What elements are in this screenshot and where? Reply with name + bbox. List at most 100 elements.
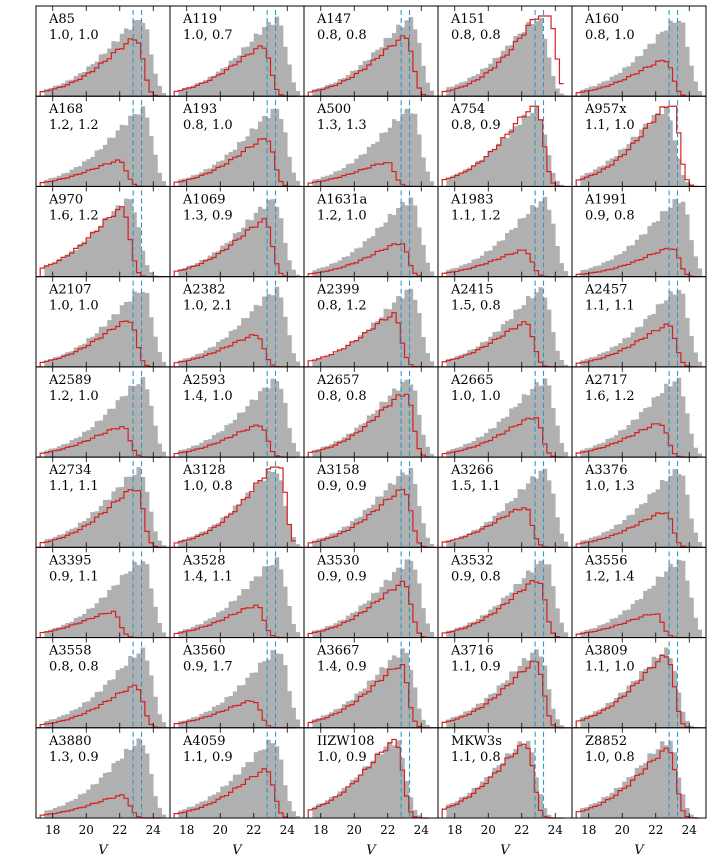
- histogram-bar: [291, 442, 296, 458]
- histogram-bar: [609, 158, 615, 187]
- histogram-bar: [530, 112, 535, 187]
- histogram-bar: [354, 611, 359, 638]
- histogram-bar: [668, 207, 673, 277]
- histogram-bar: [643, 762, 648, 818]
- panel-values: 0.9, 1.1: [49, 569, 99, 584]
- histogram-bar: [563, 364, 569, 367]
- histogram-bar: [408, 670, 414, 728]
- histogram-bar: [659, 576, 665, 638]
- histogram-bar: [274, 557, 280, 638]
- histogram-bar: [534, 777, 539, 818]
- histogram-bar: [190, 717, 196, 728]
- histogram-bar: [161, 632, 167, 638]
- x-tick-label: 20: [347, 823, 362, 837]
- histogram-bar: [52, 262, 58, 277]
- histogram-bar: [517, 308, 523, 367]
- histogram-bar: [199, 82, 204, 97]
- histogram-bar: [505, 320, 510, 367]
- histogram-bar: [513, 497, 518, 548]
- histogram-bar: [492, 606, 497, 638]
- histogram-bar: [475, 529, 481, 548]
- histogram-bar: [417, 227, 422, 277]
- histogram-bar: [266, 199, 271, 277]
- histogram-bar: [65, 254, 70, 277]
- histogram-bar: [128, 301, 133, 367]
- histogram-bar: [274, 473, 280, 548]
- histogram-bar: [396, 296, 401, 367]
- histogram-bar: [65, 172, 70, 187]
- histogram-bar: [140, 647, 146, 728]
- histogram-bar: [479, 68, 485, 97]
- histogram-bar: [295, 719, 301, 728]
- histogram-bar: [287, 691, 292, 728]
- panel-values: 1.3, 0.9: [183, 208, 233, 223]
- histogram-bar: [253, 212, 259, 277]
- histogram-bar: [525, 570, 531, 638]
- panel-values: 1.0, 1.0: [49, 28, 99, 43]
- histogram-bar: [157, 540, 162, 548]
- histogram-bar: [689, 433, 694, 458]
- histogram-bar: [186, 719, 192, 728]
- histogram-bar: [396, 390, 401, 458]
- histogram-bar: [400, 472, 405, 548]
- histogram-bar: [500, 138, 506, 187]
- histogram-bar: [655, 489, 661, 548]
- histogram-bar: [115, 41, 121, 97]
- histogram-bar: [144, 660, 150, 728]
- histogram-bar: [199, 259, 204, 277]
- histogram-bar: [513, 227, 518, 277]
- panel-name: A3667: [316, 644, 359, 659]
- histogram-bar: [613, 74, 619, 97]
- histogram-bar: [597, 443, 602, 458]
- panel-name: A970: [48, 192, 83, 207]
- histogram-bar: [358, 65, 363, 97]
- histogram-bar: [634, 680, 640, 728]
- histogram-bar: [396, 24, 401, 97]
- histogram-bar: [94, 603, 100, 638]
- histogram-bar: [216, 341, 221, 367]
- step-histogram-line: [307, 488, 430, 548]
- histogram-bar: [592, 627, 598, 638]
- panel-name: A193: [182, 102, 217, 117]
- histogram-bar: [324, 536, 330, 548]
- histogram-bar: [396, 475, 401, 548]
- histogram-bar: [651, 585, 657, 638]
- histogram-bar: [647, 315, 652, 367]
- panel-values: 0.8, 1.0: [183, 118, 233, 133]
- histogram-bar: [195, 803, 200, 818]
- histogram-bar: [216, 704, 221, 728]
- histogram-bar: [525, 115, 531, 187]
- histogram-bar: [132, 475, 137, 548]
- histogram-bar: [94, 61, 100, 97]
- histogram-bar: [425, 262, 430, 277]
- histogram-bar: [228, 423, 234, 458]
- histogram-bar: [103, 326, 108, 367]
- histogram-bar: [203, 79, 208, 97]
- histogram-bar: [144, 491, 150, 548]
- histogram-bar: [639, 504, 644, 548]
- histogram-bar: [211, 164, 217, 187]
- histogram-bar: [488, 694, 493, 728]
- histogram-bar: [643, 590, 648, 638]
- histogram-bar: [283, 132, 288, 187]
- histogram-bar: [517, 124, 523, 187]
- histogram-bar: [697, 361, 703, 367]
- histogram-bar: [425, 171, 430, 187]
- histogram-bar: [546, 209, 552, 277]
- histogram-bar: [153, 531, 158, 548]
- histogram-bar: [140, 376, 146, 458]
- histogram-bar: [551, 407, 556, 458]
- histogram-bar: [680, 175, 686, 187]
- histogram-bar: [513, 406, 518, 458]
- histogram-bar: [90, 64, 95, 97]
- panel-name: A3266: [450, 463, 493, 478]
- histogram-bar: [383, 579, 389, 638]
- histogram-bar: [492, 245, 497, 277]
- histogram-bar: [144, 293, 150, 367]
- histogram-bar: [404, 781, 409, 818]
- histogram-bar: [371, 413, 376, 458]
- histogram-bar: [509, 592, 514, 638]
- histogram-bar: [584, 629, 590, 638]
- histogram-bar: [337, 78, 342, 97]
- histogram-bar: [211, 617, 217, 638]
